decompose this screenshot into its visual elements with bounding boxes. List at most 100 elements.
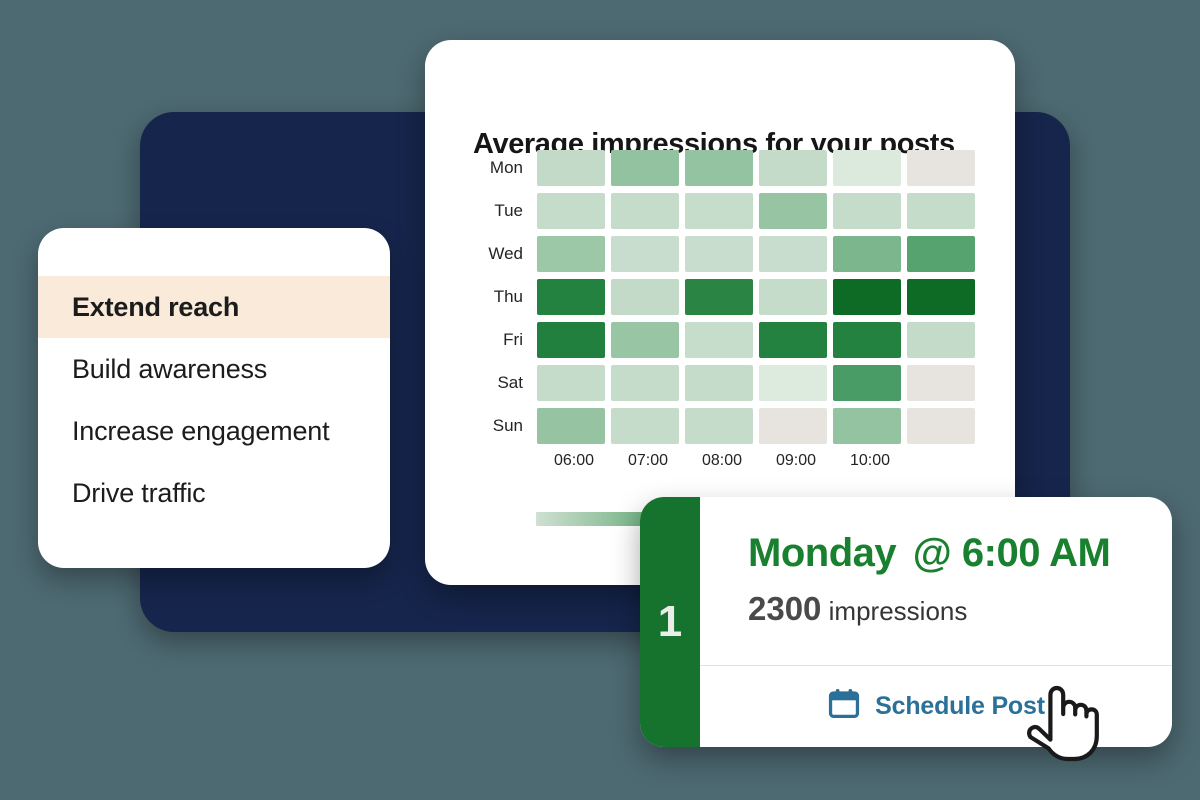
heatmap-cell[interactable] xyxy=(759,235,827,272)
heatmap-cell[interactable] xyxy=(833,192,901,229)
best-time-day: Monday xyxy=(748,531,897,575)
heatmap-row-cells xyxy=(537,235,975,272)
heatmap-row-label: Sat xyxy=(497,372,523,392)
heatmap-cell[interactable] xyxy=(611,149,679,186)
heatmap-row-cells xyxy=(537,407,975,444)
heatmap-x-axis: 06:00 07:00 08:00 09:00 10:00 xyxy=(537,452,983,470)
heatmap-cell[interactable] xyxy=(833,149,901,186)
schedule-post-label: Schedule Post xyxy=(875,692,1045,720)
rank-number: 1 xyxy=(657,597,683,646)
heatmap-x-tick: 08:00 xyxy=(701,452,743,469)
heatmap-cell[interactable] xyxy=(685,407,753,444)
menu-item-label: Extend reach xyxy=(72,291,240,322)
heatmap-cell[interactable] xyxy=(611,321,679,358)
heatmap-cell[interactable] xyxy=(611,364,679,401)
menu-item-build-awareness[interactable]: Build awareness xyxy=(38,338,390,400)
heatmap-cell[interactable] xyxy=(759,407,827,444)
heatmap-x-tick: 09:00 xyxy=(775,452,817,469)
goal-menu-list: Extend reach Build awareness Increase en… xyxy=(38,228,390,524)
heatmap-cell[interactable] xyxy=(537,407,605,444)
heatmap-cell[interactable] xyxy=(907,235,975,272)
heatmap-row-cells xyxy=(537,321,975,358)
heatmap-cell[interactable] xyxy=(685,278,753,315)
schedule-post-button[interactable]: Schedule Post xyxy=(700,666,1172,747)
heatmap-cell[interactable] xyxy=(537,149,605,186)
heatmap-row-cells xyxy=(537,364,975,401)
heatmap-cell[interactable] xyxy=(537,364,605,401)
heatmap-cell[interactable] xyxy=(907,192,975,229)
heatmap-cell[interactable] xyxy=(685,192,753,229)
heatmap-row: Mon xyxy=(473,146,983,189)
heatmap-cell[interactable] xyxy=(537,278,605,315)
menu-item-drive-traffic[interactable]: Drive traffic xyxy=(38,462,390,524)
menu-item-label: Build awareness xyxy=(72,353,268,384)
heatmap-row-cells xyxy=(537,149,975,186)
detail-card-divider xyxy=(700,665,1172,666)
heatmap-cell[interactable] xyxy=(759,192,827,229)
best-time-detail-card: 1 Monday @ 6:00 AM 2300 impressions xyxy=(640,497,1172,747)
heatmap-row: Sun xyxy=(473,404,983,447)
heatmap-cell[interactable] xyxy=(833,235,901,272)
heatmap-x-tick: 10:00 xyxy=(849,452,891,469)
heatmap-cell[interactable] xyxy=(907,407,975,444)
best-time-time: 6:00 AM xyxy=(961,531,1111,575)
heatmap-row: Thu xyxy=(473,275,983,318)
heatmap-row-label: Sun xyxy=(492,415,523,435)
impressions-metric: 2300 impressions xyxy=(748,590,1172,628)
heatmap-cell[interactable] xyxy=(685,364,753,401)
heatmap-cell[interactable] xyxy=(759,278,827,315)
heatmap-cell[interactable] xyxy=(537,192,605,229)
heatmap-cell[interactable] xyxy=(833,364,901,401)
menu-item-extend-reach[interactable]: Extend reach xyxy=(38,276,390,338)
heatmap-row-label: Wed xyxy=(488,243,523,263)
detail-card-header: Monday @ 6:00 AM 2300 impressions xyxy=(700,497,1172,628)
heatmap-cell[interactable] xyxy=(685,235,753,272)
heatmap-cell[interactable] xyxy=(759,321,827,358)
heatmap-cell[interactable] xyxy=(833,407,901,444)
goal-menu-card: Extend reach Build awareness Increase en… xyxy=(38,228,390,568)
heatmap-x-tick: 06:00 xyxy=(553,452,595,469)
heatmap-row: Sat xyxy=(473,361,983,404)
heatmap-row-label: Tue xyxy=(494,200,523,220)
impressions-value: 2300 xyxy=(748,590,822,627)
heatmap-cell[interactable] xyxy=(611,407,679,444)
heatmap-cell[interactable] xyxy=(611,192,679,229)
heatmap-cell[interactable] xyxy=(907,321,975,358)
best-time-label: Monday @ 6:00 AM xyxy=(748,531,1172,576)
heatmap-cell[interactable] xyxy=(611,278,679,315)
heatmap-cell[interactable] xyxy=(537,235,605,272)
heatmap-row-cells xyxy=(537,278,975,315)
menu-item-increase-engagement[interactable]: Increase engagement xyxy=(38,400,390,462)
heatmap-row: Wed xyxy=(473,232,983,275)
heatmap-cell[interactable] xyxy=(907,278,975,315)
heatmap-row-label: Mon xyxy=(489,157,523,177)
impressions-heatmap: Mon Tue Wed Thu Fri Sat Sun 06:00 07:00 08:00 09:… xyxy=(473,146,983,470)
detail-card-body: Monday @ 6:00 AM 2300 impressions xyxy=(700,497,1172,747)
heatmap-row-label: Thu xyxy=(493,286,523,306)
heatmap-cell[interactable] xyxy=(907,149,975,186)
heatmap-cell[interactable] xyxy=(611,235,679,272)
heatmap-cell[interactable] xyxy=(759,364,827,401)
heatmap-cell[interactable] xyxy=(833,278,901,315)
heatmap-x-tick xyxy=(907,452,981,470)
heatmap-x-tick: 07:00 xyxy=(627,452,669,469)
heatmap-row-cells xyxy=(537,192,975,229)
rank-strip: 1 xyxy=(640,497,700,747)
heatmap-row-label: Fri xyxy=(503,329,523,349)
heatmap-rows: Mon Tue Wed Thu Fri Sat Sun xyxy=(473,146,983,447)
heatmap-cell[interactable] xyxy=(685,321,753,358)
heatmap-cell[interactable] xyxy=(833,321,901,358)
calendar-icon xyxy=(827,687,861,726)
heatmap-cell[interactable] xyxy=(907,364,975,401)
heatmap-row: Fri xyxy=(473,318,983,361)
impressions-unit: impressions xyxy=(828,596,968,626)
menu-item-label: Increase engagement xyxy=(72,415,330,446)
best-time-at-symbol: @ xyxy=(912,531,952,575)
heatmap-cell[interactable] xyxy=(685,149,753,186)
heatmap-row: Tue xyxy=(473,189,983,232)
heatmap-cell[interactable] xyxy=(537,321,605,358)
menu-item-label: Drive traffic xyxy=(72,477,206,508)
impressions-chart-card: Average impressions for your posts Mon Tu… xyxy=(425,40,1015,585)
heatmap-cell[interactable] xyxy=(759,149,827,186)
